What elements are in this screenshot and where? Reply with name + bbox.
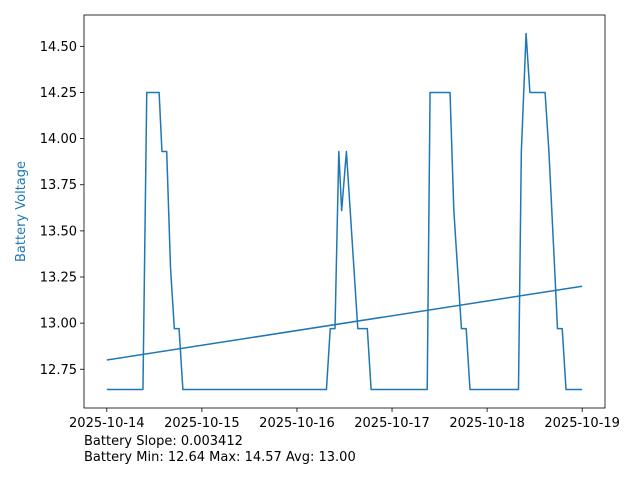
y-tick-label: 13.50	[40, 224, 77, 239]
x-tick-label: 2025-10-17	[354, 416, 430, 431]
y-tick-label: 14.25	[40, 86, 77, 101]
data-line	[106, 32, 583, 391]
x-tick-label: 2025-10-19	[544, 416, 620, 431]
annotation: Battery Slope: 0.003412	[84, 434, 243, 449]
plot-frame	[83, 14, 606, 409]
x-tick-label: 2025-10-16	[259, 416, 335, 431]
x-tick-label: 2025-10-14	[69, 416, 145, 431]
y-tick-label: 13.25	[40, 271, 77, 286]
y-tick-label: 13.75	[40, 178, 77, 193]
y-tick-label: 13.00	[40, 317, 77, 332]
x-tick-label: 2025-10-18	[449, 416, 525, 431]
annotation: Battery Min: 12.64 Max: 14.57 Avg: 13.00	[84, 450, 356, 465]
y-tick-label: 12.75	[40, 363, 77, 378]
y-tick-label: 14.50	[40, 40, 77, 55]
y-tick-label: 14.00	[40, 132, 77, 147]
x-tick-label: 2025-10-15	[164, 416, 240, 431]
data-line	[106, 285, 583, 361]
y-axis-label: Battery Voltage	[14, 161, 29, 262]
